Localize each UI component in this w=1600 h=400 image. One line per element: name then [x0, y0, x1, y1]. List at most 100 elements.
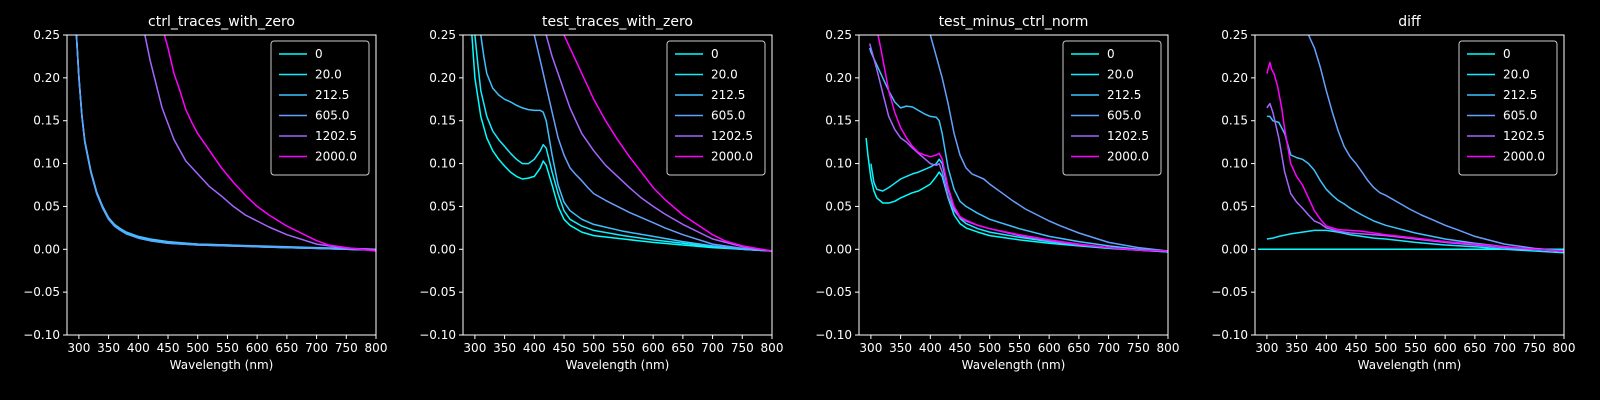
x-tick-label: 800 [761, 341, 784, 355]
y-tick-label: 0.15 [429, 114, 456, 128]
x-tick-label: 600 [1434, 341, 1457, 355]
x-tick-label: 350 [889, 341, 912, 355]
legend: 0 20.0 212.5 605.0 1202.5 2000.0 [1458, 40, 1558, 176]
x-tick-label: 500 [1374, 341, 1397, 355]
y-tick-label: −0.05 [23, 285, 60, 299]
x-tick-label: 750 [335, 341, 358, 355]
y-tick-label: 0.00 [33, 242, 60, 256]
x-tick-label: 600 [1038, 341, 1061, 355]
series-line-2000-0 [563, 35, 772, 252]
series-line-0 [865, 137, 1168, 253]
x-tick-label: 700 [305, 341, 328, 355]
chart-title: test_minus_ctrl_norm [939, 14, 1089, 30]
y-tick-label: 0.25 [825, 28, 852, 42]
legend-label: 1202.5 [1107, 129, 1149, 143]
chart-panel-4: 300 350 400 450 500 550 600 650 700 750 800 −0.10 −0… [1211, 14, 1575, 372]
x-tick-label: 400 [523, 341, 546, 355]
legend-label: 20.0 [711, 68, 738, 82]
chart-panel-3: 300 350 400 450 500 550 600 650 700 750 800 −0.10 −0… [815, 14, 1179, 372]
x-tick-label: 400 [919, 341, 942, 355]
x-tick-label: 300 [1255, 341, 1278, 355]
legend-label: 2000.0 [1503, 150, 1545, 164]
series-line-2000-0 [163, 35, 376, 252]
x-tick-label: 550 [1008, 341, 1031, 355]
x-tick-label: 700 [1493, 341, 1516, 355]
x-tick-label: 800 [1157, 341, 1180, 355]
y-tick-label: 0.20 [429, 71, 456, 85]
axes-frame [66, 34, 377, 336]
x-axis-label: Wavelength (nm) [566, 358, 670, 372]
x-tick-label: 550 [612, 341, 635, 355]
series-lines [1258, 35, 1564, 254]
y-tick-label: 0.05 [825, 199, 852, 213]
y-tick-label: −0.05 [1211, 285, 1248, 299]
y-tick-label: 0.10 [825, 157, 852, 171]
x-tick-label: 650 [671, 341, 694, 355]
chart-panel-2: 300 350 400 450 500 550 600 650 700 750 800 −0.10 −0… [419, 14, 783, 372]
y-tick-label: 0.20 [1221, 71, 1248, 85]
y-tick-label: −0.10 [815, 328, 852, 342]
series-lines [75, 35, 376, 252]
x-tick-label: 300 [67, 341, 90, 355]
y-tick-label: 0.15 [825, 114, 852, 128]
legend-label: 605.0 [711, 109, 745, 123]
x-tick-label: 450 [553, 341, 576, 355]
x-tick-label: 600 [642, 341, 665, 355]
series-line-20-0 [1266, 229, 1564, 254]
x-tick-label: 750 [731, 341, 754, 355]
legend-label: 20.0 [1503, 68, 1530, 82]
x-tick-label: 800 [1553, 341, 1576, 355]
x-tick-label: 450 [157, 341, 180, 355]
chart-title: ctrl_traces_with_zero [148, 14, 295, 30]
x-tick-label: 500 [186, 341, 209, 355]
y-tick-label: 0.25 [33, 28, 60, 42]
legend: 0 20.0 212.5 605.0 1202.5 2000.0 [270, 40, 370, 176]
series-line-605-0 [75, 35, 376, 251]
x-tick-label: 450 [1345, 341, 1368, 355]
y-tick-label: 0.00 [825, 242, 852, 256]
x-tick-label: 700 [1097, 341, 1120, 355]
legend: 0 20.0 212.5 605.0 1202.5 2000.0 [666, 40, 766, 176]
legend-label: 20.0 [315, 68, 342, 82]
x-tick-label: 650 [275, 341, 298, 355]
x-tick-label: 350 [97, 341, 120, 355]
y-tick-label: 0.05 [33, 199, 60, 213]
series-line-605-0 [1307, 35, 1564, 252]
x-tick-label: 350 [1285, 341, 1308, 355]
y-tick-label: −0.05 [815, 285, 852, 299]
axes-frame [1254, 34, 1565, 336]
x-tick-label: 300 [463, 341, 486, 355]
series-line-20-0 [870, 158, 1168, 253]
x-tick-label: 300 [859, 341, 882, 355]
chart-title: diff [1398, 14, 1421, 30]
x-tick-label: 650 [1067, 341, 1090, 355]
y-tick-label: 0.25 [429, 28, 456, 42]
series-line-212-5 [868, 47, 1168, 252]
legend-label: 0 [1503, 47, 1511, 61]
x-tick-label: 400 [127, 341, 150, 355]
legend-label: 605.0 [1107, 109, 1141, 123]
series-line-605-0 [929, 35, 1168, 252]
x-tick-label: 400 [1315, 341, 1338, 355]
y-tick-label: −0.10 [1211, 328, 1248, 342]
legend-label: 212.5 [711, 88, 745, 102]
y-tick-label: 0.20 [33, 71, 60, 85]
x-tick-label: 750 [1523, 341, 1546, 355]
legend-label: 212.5 [315, 88, 349, 102]
axes-frame [858, 34, 1169, 336]
series-line-0 [471, 35, 772, 252]
series-line-1202-5 [868, 43, 1168, 252]
series-lines [471, 35, 772, 252]
chart-title: test_traces_with_zero [542, 14, 693, 30]
y-tick-label: 0.10 [33, 157, 60, 171]
x-tick-label: 550 [216, 341, 239, 355]
y-tick-label: 0.05 [1221, 199, 1248, 213]
y-tick-label: −0.05 [419, 285, 456, 299]
legend: 0 20.0 212.5 605.0 1202.5 2000.0 [1062, 40, 1162, 176]
legend-label: 1202.5 [711, 129, 753, 143]
x-tick-label: 800 [365, 341, 388, 355]
y-tick-label: 0.05 [429, 199, 456, 213]
y-tick-label: 0.10 [1221, 157, 1248, 171]
chart-panel-1: 300 350 400 450 500 550 600 650 700 750 800 −0.10 −0… [23, 14, 387, 372]
